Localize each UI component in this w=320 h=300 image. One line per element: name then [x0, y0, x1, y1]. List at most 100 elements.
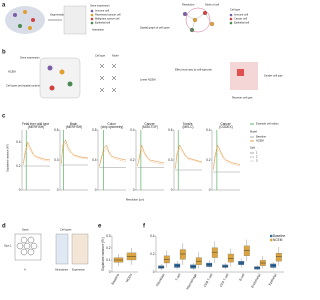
label: Sender cell type: [264, 74, 283, 78]
legend-title: Split: [250, 146, 255, 150]
line: [213, 147, 241, 171]
x-tick-label: Epithelial: [268, 273, 278, 286]
label: Receiver cell type: [232, 96, 253, 100]
box: [211, 247, 218, 258]
line: [213, 144, 241, 170]
y-tick-label: 0.4: [92, 158, 97, 162]
label: Spot 1: [4, 244, 12, 248]
label: Linear NCEM: [140, 78, 156, 82]
cells: [13, 10, 35, 30]
legend-text: Immune cell: [95, 9, 109, 13]
matrix: [55, 233, 69, 265]
legend-text: Epithelial cell: [95, 21, 111, 25]
y-tick-label: 0: [19, 188, 21, 192]
legend-dot: [229, 17, 233, 21]
y-tick-label: 0: [95, 188, 97, 192]
legend-text: Epithelial cell: [234, 21, 250, 25]
legend-text: Malignant cancer cell: [95, 17, 120, 21]
label: Gene expression: [90, 4, 110, 8]
y-tick-label: 0.3: [168, 158, 173, 162]
label: NCEM: [8, 70, 16, 74]
matrix: [71, 233, 89, 265]
cells: [47, 65, 73, 91]
line: [23, 144, 51, 165]
spots: [16, 236, 38, 256]
line: [175, 144, 203, 169]
panel-label: d: [2, 224, 6, 230]
line: [99, 147, 127, 167]
y-tick-label: 0.4: [16, 140, 21, 144]
y-tick-label: 0: [57, 188, 59, 192]
label: Gene expression: [20, 56, 40, 60]
legend-text: Baseline: [273, 234, 285, 238]
legend-swatch: [270, 234, 273, 238]
label: A: [24, 268, 26, 272]
y-tick-label: 0: [153, 270, 155, 274]
legend-text: 1: [256, 151, 258, 155]
title-part: (CODEX): [219, 125, 232, 129]
legend-swatch: [270, 238, 273, 242]
y-tick-label: 0.2: [150, 252, 155, 256]
label: Spatial graph of cell types: [140, 26, 170, 30]
line: [137, 144, 165, 167]
title-part: Cancer: [220, 122, 231, 126]
line: [23, 141, 51, 164]
y-tick-label: 0.2: [130, 158, 135, 162]
line: [99, 144, 127, 167]
chart-title: Cancer (CODEX): [219, 122, 232, 129]
chart-title: Tonsils (MELC): [183, 122, 194, 129]
chart-title: Colon (chip cytometry): [101, 122, 124, 129]
x-tick-label: T cell: [174, 273, 181, 282]
label: Cell types: [60, 228, 72, 232]
title-part: Fetal liver wild type: [22, 122, 50, 126]
y-tick-label: 0.8: [92, 128, 97, 132]
weights: [99, 63, 117, 93]
legend-text: Example cell radius: [256, 122, 279, 126]
title-part: Cancer: [144, 122, 155, 126]
box: [158, 265, 165, 269]
axis-label: Explained variance (R²): [6, 144, 10, 171]
heatmap: [230, 62, 258, 90]
title-part: Colon: [107, 122, 116, 126]
label: Resolution: [182, 3, 195, 7]
label: Abundance: [55, 268, 69, 272]
legend-text: NCEM: [273, 238, 283, 242]
box: [222, 264, 229, 268]
x-tick-label: Baseline: [111, 273, 121, 286]
legend-text: NCEM: [256, 139, 264, 143]
line: [137, 148, 165, 167]
x-tick-label: Macrophage: [185, 273, 197, 291]
box: [179, 249, 186, 260]
y-tick-label: 0: [209, 188, 211, 192]
x-tick-label: Fibroblast: [155, 273, 166, 287]
line: [61, 142, 89, 165]
legend-text: 3: [256, 159, 258, 163]
panel-label: f: [143, 224, 146, 230]
line: [61, 139, 89, 164]
box: [243, 245, 250, 256]
legend-dot: [90, 9, 94, 13]
legend-text: 2: [256, 155, 258, 159]
figure: a Segmentation Gene expression Immune ce…: [2, 3, 285, 291]
title-part: Tonsils: [183, 122, 194, 126]
y-tick-label: 0: [133, 188, 135, 192]
label: Niche: [112, 54, 119, 58]
segmented: [63, 5, 87, 35]
y-tick-label: 0.4: [206, 128, 211, 132]
label: Effect summary by cell-type pair: [175, 68, 212, 72]
label: Spots: [22, 228, 29, 232]
label: Cell type: [230, 8, 241, 12]
legend-text: Cancer cell: [234, 17, 247, 21]
title-part: (MERFISH): [28, 125, 44, 129]
line: [175, 147, 203, 170]
legend-dot: [90, 21, 94, 25]
x-tick-label: NCEM: [125, 273, 133, 283]
panel-label: e: [98, 224, 102, 230]
label: Cell types and spatial context: [6, 84, 40, 88]
label: Interaction: [92, 28, 105, 32]
axis-label: Resolution (µm): [126, 198, 144, 202]
legend-text: Repressed cancer cell: [95, 13, 121, 17]
chart-title: Fetal liver wild type (MERFISH): [22, 122, 50, 129]
x-tick-label: B cell: [238, 273, 246, 282]
panel-label: a: [2, 3, 6, 9]
